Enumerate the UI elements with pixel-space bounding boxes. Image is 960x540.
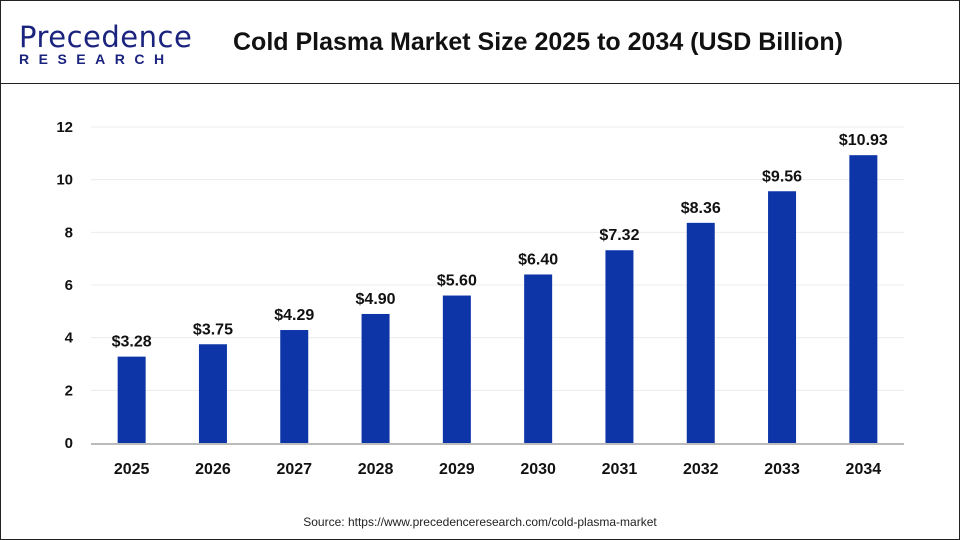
y-tick-label: 0 [65,435,73,452]
x-tick-label: 2031 [602,461,638,478]
data-label: $3.75 [193,321,233,338]
bar-2026 [198,344,227,443]
y-tick-label: 10 [56,172,73,189]
data-label: $6.40 [518,251,558,268]
data-label: $10.93 [839,132,888,149]
data-label: $4.90 [356,291,396,308]
x-tick-label: 2034 [846,461,882,478]
bar-2029 [442,295,471,443]
data-label: $7.32 [599,227,639,244]
bar-2031 [605,250,634,443]
x-tick-label: 2025 [114,461,150,478]
chart-title: Cold Plasma Market Size 2025 to 2034 (US… [233,28,843,56]
data-label: $4.29 [274,307,314,324]
bar-2027 [280,330,309,443]
y-tick-label: 6 [65,277,73,294]
x-tick-label: 2029 [439,461,475,478]
logo-text-top: Precedence [19,20,193,54]
bar-2028 [361,313,390,443]
y-tick-label: 12 [56,119,73,136]
y-tick-label: 4 [65,330,74,347]
x-tick-label: 2033 [764,461,800,478]
data-label: $3.28 [112,334,152,351]
bar-2030 [524,274,553,443]
bar-2032 [686,222,715,443]
bar-2025 [117,356,146,443]
bar-2033 [768,191,797,443]
bar-2034 [849,155,878,443]
data-label: $8.36 [681,200,721,217]
x-tick-label: 2032 [683,461,719,478]
header: Precedence RESEARCH Cold Plasma Market S… [1,1,959,84]
source-text: Source: https://www.precedenceresearch.c… [303,515,657,529]
logo: Precedence RESEARCH [19,20,193,68]
x-tick-label: 2027 [276,461,312,478]
y-tick-label: 8 [65,224,73,241]
logo-text-bottom: RESEARCH [19,51,174,67]
data-label: $9.56 [762,168,802,185]
x-tick-label: 2026 [195,461,231,478]
y-tick-label: 2 [65,382,73,399]
data-label: $5.60 [437,273,477,290]
x-tick-label: 2028 [358,461,394,478]
x-tick-label: 2030 [520,461,556,478]
